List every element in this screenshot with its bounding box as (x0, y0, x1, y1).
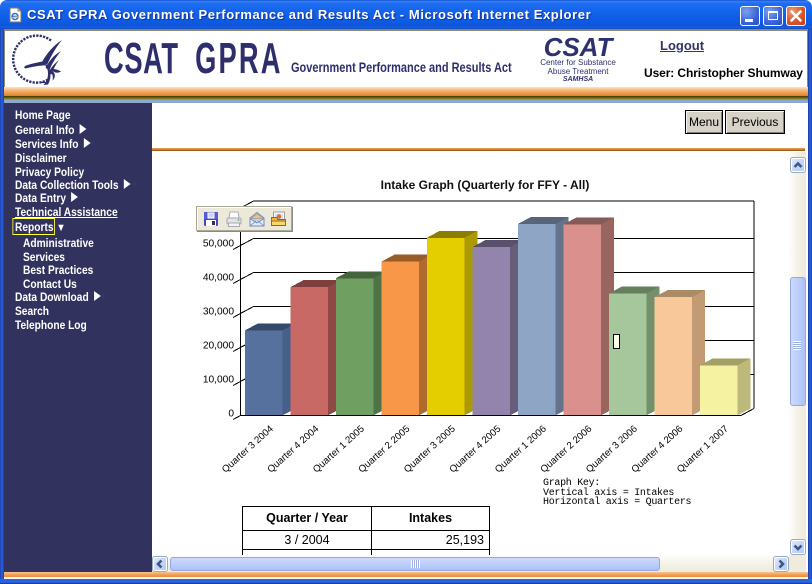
svg-text:10,000: 10,000 (203, 375, 234, 386)
svg-text:20,000: 20,000 (203, 341, 234, 352)
svg-text:0: 0 (228, 409, 234, 420)
svg-text:50,000: 50,000 (203, 239, 234, 250)
svg-text:30,000: 30,000 (203, 307, 234, 318)
svg-text:40,000: 40,000 (203, 273, 234, 284)
